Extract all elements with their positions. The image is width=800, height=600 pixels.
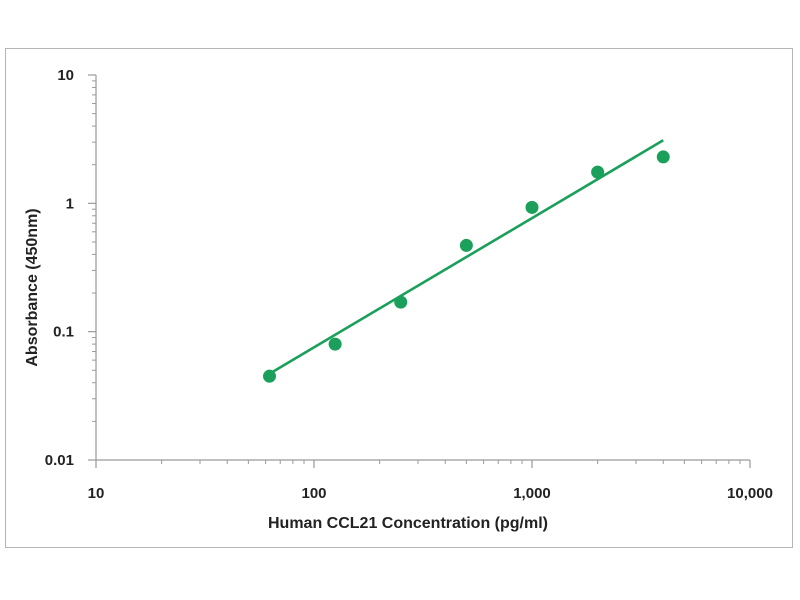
y-tick-label: 0.01 (45, 452, 74, 469)
x-tick-label: 100 (301, 485, 326, 502)
data-point (394, 295, 408, 309)
data-point (263, 369, 277, 383)
x-axis-ticks: 10 100 1,000 10,000 (88, 460, 773, 502)
data-point (459, 238, 473, 252)
y-tick-label: 1 (66, 195, 74, 212)
y-tick-label: 10 (57, 67, 74, 84)
fit-line (268, 139, 664, 375)
x-axis-title: Human CCL21 Concentration (pg/ml) (268, 515, 548, 532)
y-axis-ticks: 10 1 0.1 0.01 (45, 67, 96, 469)
minor-ticks (92, 80, 741, 464)
data-point (656, 150, 670, 164)
data-point (525, 200, 539, 214)
x-tick-label: 10 (88, 485, 105, 502)
data-points (263, 150, 670, 383)
data-point (591, 165, 605, 179)
y-axis-title: Absorbance (450nm) (24, 208, 41, 366)
x-tick-label: 10,000 (727, 485, 773, 502)
x-tick-label: 1,000 (513, 485, 551, 502)
y-tick-label: 0.1 (53, 324, 74, 341)
data-point (328, 337, 342, 351)
